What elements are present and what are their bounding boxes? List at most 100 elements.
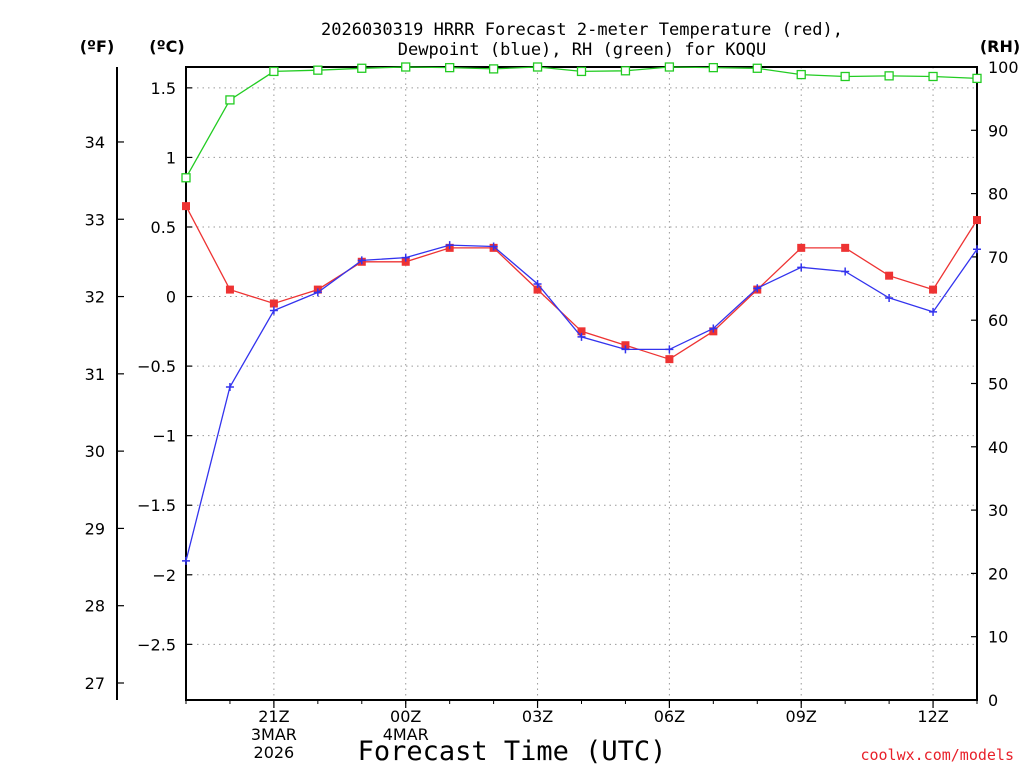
dewpoint-point (929, 307, 938, 316)
rh-tick-label: 60 (988, 311, 1008, 330)
celsius-tick-label: 1 (166, 148, 176, 167)
dewpoint-point (313, 288, 322, 297)
rh-point (576, 66, 587, 77)
dewpoint-point (973, 245, 981, 254)
x-tick-label: 03Z (522, 707, 553, 726)
chart-title-line-2: Dewpoint (blue), RH (green) for KOQU (398, 40, 766, 60)
dewpoint-point (841, 267, 850, 276)
fahrenheit-unit-label: (ºF) (80, 37, 115, 56)
celsius-tick-label: −2 (152, 566, 176, 585)
celsius-tick-label: 0.5 (151, 218, 176, 237)
rh-point (620, 66, 631, 76)
temperature-point (401, 257, 410, 266)
dewpoint-point (709, 324, 718, 333)
rh-tick-label: 30 (988, 501, 1008, 520)
temperature-point (182, 202, 190, 211)
rh-unit-label: (RH) (980, 37, 1020, 56)
rh-point (181, 173, 191, 183)
x-tick-label: 3MAR (251, 725, 297, 744)
temperature-point (577, 327, 586, 336)
dewpoint-point (225, 382, 234, 391)
x-tick-label: 21Z (258, 707, 289, 726)
temperature-point (973, 216, 981, 225)
rh-point (357, 63, 367, 73)
dewpoint-point (357, 256, 366, 265)
temperature-point (929, 285, 938, 294)
rh-tick-label: 10 (988, 628, 1008, 647)
rh-tick-label: 100 (988, 58, 1019, 77)
rh-point (664, 62, 675, 72)
dewpoint-point (269, 306, 278, 315)
rh-tick-label: 40 (988, 438, 1008, 457)
x-axis-label: Forecast Time (UTC) (358, 736, 667, 767)
fahrenheit-tick-label: 34 (85, 133, 105, 152)
celsius-tick-label: −1.5 (137, 496, 176, 515)
grid-lines (186, 67, 977, 700)
rh-point (708, 62, 718, 73)
dewpoint-point (489, 242, 498, 251)
celsius-unit-label: (ºC) (149, 37, 184, 56)
temperature-point (885, 271, 894, 280)
rh-point (269, 66, 279, 77)
temperature-point (225, 285, 234, 294)
dewpoint-point (577, 332, 586, 341)
x-tick-label: 00Z (390, 707, 421, 726)
x-tick-label: 12Z (917, 707, 948, 726)
rh-point (488, 64, 499, 74)
data-series (181, 62, 982, 565)
x-tick-label: 2026 (254, 743, 295, 762)
credit-label: coolwx.com/models (860, 746, 1014, 764)
rh-line (185, 66, 978, 179)
rh-point (972, 73, 982, 84)
rh-point (840, 71, 850, 82)
fahrenheit-tick-label: 33 (85, 210, 105, 229)
dewpoint-point (797, 263, 806, 272)
dewpoint-point (182, 556, 190, 565)
plot-frame (185, 66, 978, 701)
dewpoint-point (445, 241, 454, 250)
dewpoint-point (885, 293, 894, 302)
fahrenheit-tick-label: 28 (85, 597, 105, 616)
dewpoint-point (533, 280, 542, 289)
rh-tick-label: 90 (988, 121, 1008, 140)
dewpoint-point (401, 253, 410, 262)
dewpoint-point (753, 284, 762, 293)
rh-tick-label: 50 (988, 375, 1008, 394)
rh-point (313, 65, 323, 75)
rh-point (225, 95, 235, 105)
fahrenheit-tick-label: 30 (85, 442, 105, 461)
x-tick-label: 09Z (786, 707, 817, 726)
rh-point (445, 62, 455, 73)
celsius-tick-label: −1 (152, 427, 176, 446)
temperature-point (269, 299, 278, 308)
dewpoint-line (185, 244, 978, 562)
celsius-tick-label: −0.5 (137, 357, 176, 376)
dewpoint-point (665, 345, 674, 354)
x-tick-label: 4MAR (383, 725, 429, 744)
dewpoint-point (621, 345, 630, 354)
rh-point (532, 62, 543, 72)
temperature-point (621, 341, 630, 350)
celsius-tick-label: 0 (166, 288, 176, 307)
rh-tick-label: 20 (988, 564, 1008, 583)
rh-point (796, 69, 806, 80)
fahrenheit-tick-label: 31 (85, 365, 105, 384)
x-tick-label: 06Z (654, 707, 685, 726)
temperature-point (841, 243, 850, 252)
rh-tick-label: 70 (988, 248, 1008, 267)
rh-tick-label: 80 (988, 185, 1008, 204)
fahrenheit-tick-label: 32 (85, 288, 105, 307)
celsius-tick-label: 1.5 (151, 79, 176, 98)
rh-point (752, 63, 762, 73)
temperature-point (665, 355, 674, 364)
rh-point (884, 71, 894, 81)
temperature-point (797, 243, 806, 252)
axes (116, 66, 978, 708)
chart-title-line-1: 2026030319 HRRR Forecast 2-meter Tempera… (321, 20, 843, 40)
fahrenheit-tick-label: 29 (85, 519, 105, 538)
celsius-tick-label: −2.5 (137, 635, 176, 654)
temperature-point (533, 285, 542, 294)
fahrenheit-tick-label: 27 (85, 674, 105, 693)
